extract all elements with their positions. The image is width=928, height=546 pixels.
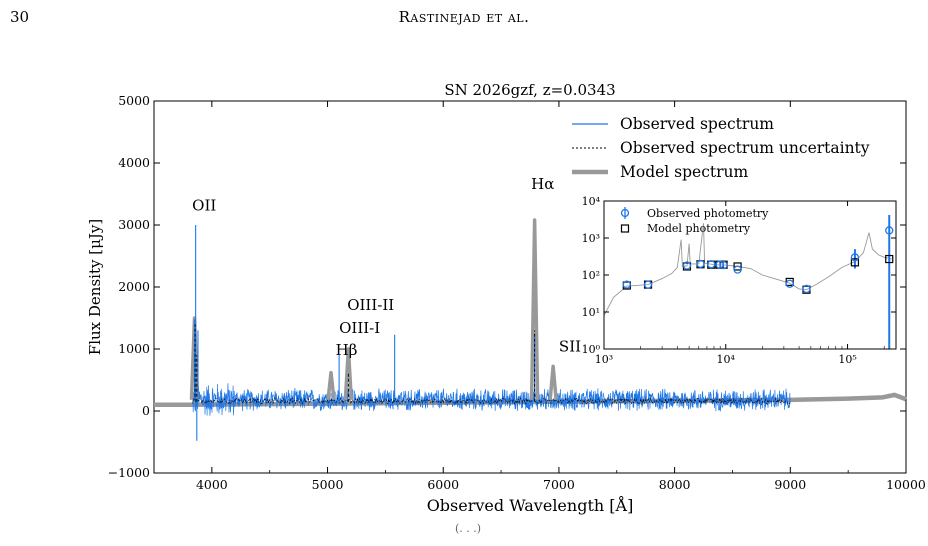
observed-photometry-point [850, 253, 860, 262]
emission-line-label: Hβ [336, 341, 358, 359]
uncertainty-line [191, 397, 791, 405]
emission-line-label: OIII-II [347, 296, 394, 314]
inset-legend-label: Model photometry [647, 222, 751, 235]
y-tick-label: 1000 [118, 341, 150, 356]
legend-label: Observed spectrum [620, 115, 774, 133]
running-head: Rastinejad et al. [398, 8, 530, 26]
observed-spectrum-line [191, 383, 791, 416]
observed-photometry-point [707, 260, 716, 269]
x-tick-label: 9000 [774, 477, 806, 492]
inset-x-tick-label: 10³ [595, 353, 613, 366]
emission-line-label: SII [559, 337, 581, 355]
inset-background [604, 201, 896, 349]
x-tick-label: 4000 [196, 477, 228, 492]
x-tick-label: 10000 [886, 477, 926, 492]
model-photometry-point [850, 258, 860, 267]
main-plot: 4000 5000 6000 7000 8000 9000 10000 −1000 0 1000 2… [86, 81, 926, 515]
observed-photometry-point [682, 261, 692, 270]
model-line-peak [326, 370, 336, 401]
observed-photometry-point [643, 280, 653, 289]
x-tick-label: 7000 [543, 477, 575, 492]
x-tick-label: 6000 [427, 477, 459, 492]
page-number: 30 [10, 8, 30, 26]
inset-x-tick-label: 10⁴ [717, 353, 736, 366]
y-tick-label: 3000 [118, 217, 150, 232]
x-tick-label: 8000 [659, 477, 691, 492]
main-legend: Observed spectrum Observed spectrum uncer… [572, 115, 870, 181]
model-photometry-point [885, 254, 894, 264]
model-line-peak [529, 218, 540, 400]
observed-photometry-point [719, 260, 728, 270]
model-sed-line [603, 223, 892, 316]
legend-label: Observed spectrum uncertainty [620, 139, 870, 157]
observed-photometry-point [802, 284, 811, 294]
inset-legend-label: Observed photometry [647, 207, 769, 220]
main-plot-series [154, 218, 907, 441]
observed-photometry-point [622, 280, 631, 289]
observed-photometry-point [785, 279, 794, 288]
model-line-peak [343, 347, 354, 400]
inset-y-tick-label: 10³ [582, 232, 600, 245]
inset-y-tick-label: 10² [582, 269, 600, 282]
emission-line-label: OIII-I [339, 319, 380, 337]
inset-plot: 10³ 10⁴ 10⁵ 10⁰ 10¹ 10² 10³ 10⁴ Observed photom… [582, 195, 897, 366]
observed-photometry-point [885, 226, 894, 235]
observed-photometry-point [696, 259, 705, 269]
inset-y-tick-label: 10⁰ [582, 343, 601, 356]
y-tick-label: −1000 [108, 465, 150, 480]
chart-title: SN 2026gzf, z=0.0343 [444, 81, 615, 99]
inset-y-tick-label: 10¹ [582, 306, 600, 319]
inset-axis-ticks: 10³ 10⁴ 10⁵ 10⁰ 10¹ 10² 10³ 10⁴ [582, 195, 896, 366]
y-tick-label: 5000 [118, 93, 150, 108]
legend-label: Model spectrum [620, 163, 749, 181]
y-axis-label: Flux Density [μJy] [86, 219, 104, 355]
inset-y-tick-label: 10⁴ [582, 195, 601, 208]
inset-series [603, 214, 894, 349]
main-axis-ticks: 4000 5000 6000 7000 8000 9000 10000 −1000 0 1000 2… [108, 93, 926, 492]
y-tick-label: 2000 [118, 279, 150, 294]
emission-line-label: Hα [531, 175, 554, 193]
inset-legend: Observed photometry Model photometry [620, 207, 769, 235]
y-tick-label: 0 [142, 403, 150, 418]
observed-photometry-point [715, 260, 724, 269]
model-line-peak [548, 364, 558, 400]
inset-x-tick-label: 10⁵ [838, 353, 856, 366]
emission-line-label: OII [192, 197, 216, 215]
x-axis-label: Observed Wavelength [Å] [427, 495, 634, 515]
model-line-peak [189, 316, 200, 400]
inset-legend-model-marker [620, 224, 630, 233]
model-spectrum-line [154, 392, 907, 408]
emission-line-labels: OII OIII-II OIII-I Hβ Hα SII [192, 175, 581, 359]
footer-mark: (. . .) [455, 522, 482, 535]
x-tick-label: 5000 [312, 477, 344, 492]
observed-photometry-point [733, 265, 742, 274]
y-tick-label: 4000 [118, 155, 150, 170]
model-photometry-point [733, 262, 742, 271]
